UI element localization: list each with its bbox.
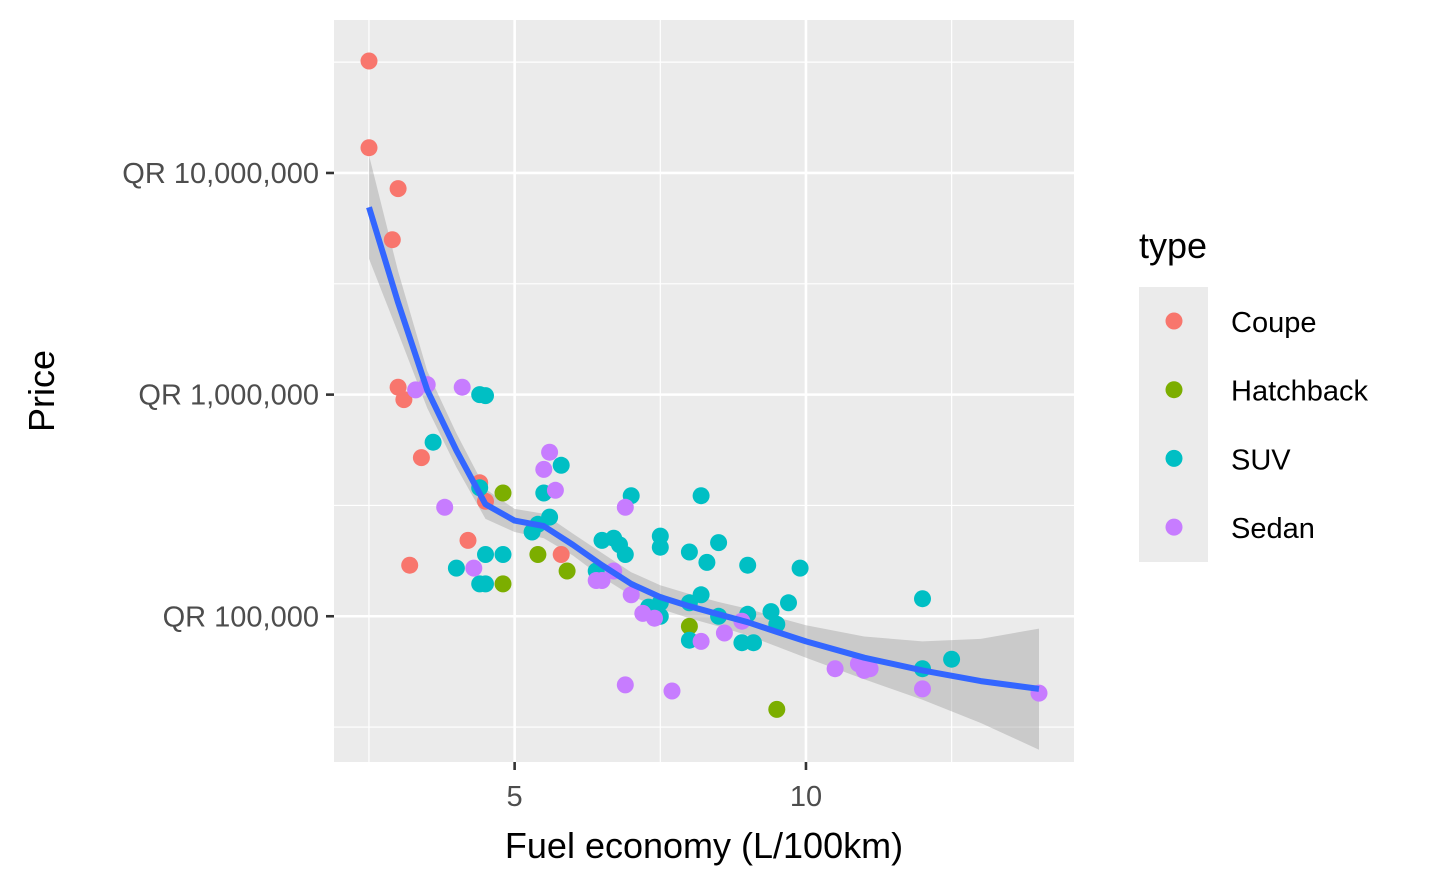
point-coupe (552, 546, 570, 563)
point-suv (552, 456, 570, 474)
point-sedan (914, 680, 931, 698)
point-sedan (616, 498, 634, 516)
point-coupe (395, 391, 413, 409)
legend-key-sedan (1165, 518, 1183, 536)
point-suv (943, 650, 961, 668)
point-suv (477, 387, 494, 405)
point-suv (710, 534, 728, 552)
x-axis: 5 10 (507, 762, 822, 813)
point-suv (651, 538, 669, 556)
point-coupe (389, 180, 407, 198)
legend-label-sedan: Sedan (1231, 513, 1315, 545)
point-suv (745, 634, 762, 652)
point-sedan (663, 682, 681, 700)
point-suv (914, 590, 931, 608)
point-hatchback (529, 546, 547, 563)
y-axis-title: Price (21, 350, 62, 432)
point-sedan (546, 481, 564, 499)
point-sedan (465, 559, 483, 577)
trend-line (366, 206, 1040, 692)
point-suv (477, 575, 494, 593)
confidence-band-layer (369, 155, 1039, 750)
point-sedan (715, 624, 733, 642)
y-axis: QR 100,000 QR 1,000,000 QR 10,000,000 (122, 158, 334, 633)
point-hatchback (494, 575, 512, 593)
legend-key-suv (1165, 449, 1183, 467)
legend-label-hatchback: Hatchback (1231, 376, 1369, 408)
y-tick-label: QR 1,000,000 (138, 380, 319, 412)
legend-label-suv: SUV (1231, 444, 1291, 476)
point-sedan (541, 443, 559, 461)
point-coupe (360, 139, 378, 157)
legend-items: Coupe Hatchback SUV Sedan (1165, 307, 1369, 545)
legend-key-background (1139, 287, 1208, 562)
legend-key-hatchback (1165, 381, 1183, 399)
point-suv (494, 546, 512, 563)
legend: type Coupe Hatchback SUV Sedan (1139, 225, 1369, 562)
legend-title: type (1139, 225, 1207, 266)
point-suv (447, 559, 465, 577)
x-tick-label: 5 (507, 781, 523, 813)
point-hatchback (494, 484, 512, 502)
legend-label-coupe: Coupe (1231, 307, 1316, 339)
point-suv (523, 523, 541, 541)
point-sedan (453, 378, 471, 396)
confidence-band (369, 155, 1039, 750)
point-coupe (459, 531, 477, 549)
point-hatchback (768, 700, 786, 718)
point-suv (424, 433, 442, 451)
point-suv (680, 543, 698, 561)
point-coupe (412, 449, 430, 467)
legend-key-coupe (1165, 312, 1183, 330)
point-coupe (383, 231, 401, 249)
x-tick-label: 10 (790, 781, 822, 813)
point-sedan (826, 660, 844, 678)
point-coupe (401, 556, 419, 574)
point-sedan (861, 660, 879, 678)
point-sedan (692, 632, 710, 650)
point-suv (692, 586, 710, 604)
y-tick-label: QR 100,000 (163, 601, 319, 633)
point-sedan (646, 609, 663, 627)
point-suv (791, 559, 809, 577)
y-tick-label: QR 10,000,000 (122, 158, 319, 190)
x-axis-title: Fuel economy (L/100km) (505, 825, 903, 866)
point-suv (698, 553, 716, 571)
point-hatchback (680, 617, 698, 635)
point-suv (762, 603, 780, 621)
point-coupe (360, 52, 378, 70)
point-hatchback (558, 562, 576, 580)
point-sedan (535, 460, 553, 478)
point-sedan (593, 572, 611, 589)
point-suv (780, 594, 797, 612)
point-suv (616, 546, 634, 563)
trend-line-layer (366, 206, 1040, 692)
point-sedan (616, 676, 634, 694)
point-suv (477, 546, 494, 563)
point-suv (739, 556, 757, 574)
point-sedan (436, 498, 454, 516)
point-sedan (622, 586, 640, 604)
point-suv (692, 487, 710, 505)
point-sedan (407, 381, 425, 399)
